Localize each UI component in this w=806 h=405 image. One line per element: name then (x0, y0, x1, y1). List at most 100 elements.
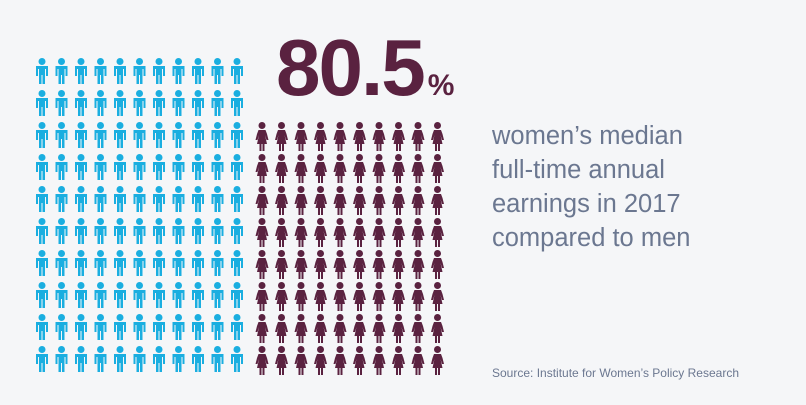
man-icon (211, 122, 224, 148)
woman-icon (431, 218, 444, 247)
man-icon (94, 314, 107, 340)
man-icon (192, 90, 204, 116)
woman-icon (294, 154, 308, 183)
man-icon (75, 90, 87, 116)
man-icon (55, 250, 68, 276)
man-icon (153, 154, 165, 180)
woman-icon (372, 186, 386, 215)
woman-icon (294, 282, 308, 311)
woman-icon (431, 186, 444, 215)
man-icon (192, 218, 204, 244)
man-icon (192, 122, 204, 148)
woman-icon (431, 122, 444, 151)
man-icon (114, 282, 126, 308)
man-icon (55, 346, 68, 372)
man-icon (55, 122, 68, 148)
woman-icon (392, 282, 405, 311)
man-icon (172, 58, 185, 84)
woman-icon (294, 250, 308, 279)
man-icon (55, 314, 68, 340)
man-icon (114, 58, 126, 84)
man-icon (192, 346, 204, 372)
man-icon (36, 90, 48, 116)
man-icon (153, 186, 165, 212)
man-icon (94, 58, 107, 84)
woman-icon (275, 186, 288, 215)
man-icon (114, 122, 126, 148)
woman-icon (392, 250, 405, 279)
man-icon (231, 346, 243, 372)
woman-icon (372, 314, 386, 343)
man-icon (36, 186, 48, 212)
man-icon (133, 250, 146, 276)
man-icon (192, 58, 204, 84)
woman-icon (431, 282, 444, 311)
man-icon (36, 282, 48, 308)
man-icon (211, 314, 224, 340)
woman-icon (392, 314, 405, 343)
woman-icon (314, 346, 327, 375)
woman-icon (275, 122, 288, 151)
woman-icon (392, 186, 405, 215)
description-line: compared to men (492, 224, 691, 252)
man-icon (114, 154, 126, 180)
man-icon (36, 218, 48, 244)
woman-icon (333, 122, 347, 151)
woman-icon (314, 186, 327, 215)
man-icon (36, 250, 48, 276)
man-icon (55, 58, 68, 84)
man-icon (55, 218, 68, 244)
man-icon (75, 282, 87, 308)
man-icon (133, 218, 146, 244)
man-icon (94, 154, 107, 180)
man-icon (94, 122, 107, 148)
man-icon (192, 186, 204, 212)
man-icon (114, 186, 126, 212)
woman-icon (431, 314, 444, 343)
stat-value: 80.5 (276, 23, 426, 112)
man-icon (75, 186, 87, 212)
woman-icon (411, 186, 425, 215)
man-icon (36, 154, 48, 180)
woman-icon (275, 218, 288, 247)
man-icon (172, 250, 185, 276)
man-icon (94, 346, 107, 372)
source-note: Source: Institute for Women’s Policy Res… (492, 366, 739, 380)
woman-icon (333, 346, 347, 375)
man-icon (172, 122, 185, 148)
man-icon (211, 250, 224, 276)
man-icon (172, 218, 185, 244)
man-icon (75, 314, 87, 340)
woman-icon (333, 154, 347, 183)
man-icon (192, 282, 204, 308)
woman-icon (411, 282, 425, 311)
woman-icon (255, 346, 269, 375)
woman-icon (392, 122, 405, 151)
woman-icon (255, 282, 269, 311)
woman-icon (411, 346, 425, 375)
man-icon (75, 58, 87, 84)
woman-icon (353, 122, 366, 151)
man-icon (133, 122, 146, 148)
man-icon (153, 90, 165, 116)
man-icon (55, 90, 68, 116)
man-icon (172, 154, 185, 180)
woman-icon (392, 346, 405, 375)
woman-icon (372, 122, 386, 151)
man-icon (211, 218, 224, 244)
man-icon (36, 346, 48, 372)
man-icon (94, 218, 107, 244)
man-icon (172, 314, 185, 340)
man-icon (153, 58, 165, 84)
man-icon (153, 122, 165, 148)
woman-icon (255, 122, 269, 151)
woman-icon (353, 186, 366, 215)
man-icon (211, 346, 224, 372)
description-line: earnings in 2017 (492, 190, 681, 218)
woman-icon (314, 122, 327, 151)
woman-icon (431, 250, 444, 279)
man-icon (211, 90, 224, 116)
man-icon (94, 186, 107, 212)
woman-icon (294, 314, 308, 343)
